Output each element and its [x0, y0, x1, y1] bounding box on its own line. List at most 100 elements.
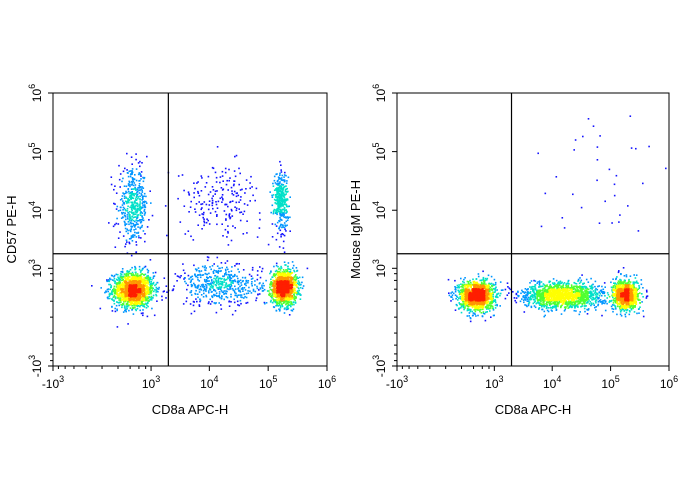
event-dot	[290, 272, 293, 275]
event-dot	[208, 284, 210, 286]
event-dot	[537, 152, 539, 155]
event-dot	[144, 212, 146, 215]
event-dot	[126, 306, 129, 308]
event-dot	[283, 174, 286, 176]
event-dot	[141, 162, 143, 164]
event-dot	[590, 297, 592, 300]
event-dot	[591, 286, 594, 289]
event-dot	[213, 280, 215, 283]
event-dot	[143, 266, 146, 269]
event-dot	[126, 304, 128, 307]
event-dot	[236, 300, 239, 303]
event-dot	[111, 275, 114, 277]
event-dot	[129, 303, 131, 306]
event-dot	[111, 290, 114, 293]
event-dot	[249, 200, 251, 202]
event-dot	[277, 292, 280, 295]
event-dot	[215, 271, 218, 273]
event-dot	[512, 291, 514, 293]
event-dot	[225, 218, 227, 220]
event-dot	[276, 221, 279, 224]
event-dot	[530, 288, 532, 290]
event-dot	[588, 296, 591, 299]
event-dot	[288, 205, 290, 208]
event-dot	[151, 289, 154, 291]
event-dot	[278, 268, 280, 270]
event-dot	[231, 287, 234, 290]
event-dot	[127, 273, 130, 276]
event-dot	[141, 300, 143, 303]
event-dot	[283, 226, 286, 229]
event-dot	[492, 300, 494, 303]
event-dot	[144, 265, 147, 268]
event-dot	[128, 201, 130, 204]
event-dot	[538, 280, 541, 282]
event-dot	[198, 270, 201, 273]
event-dot	[125, 239, 128, 242]
event-dot	[215, 203, 218, 206]
event-dot	[129, 272, 131, 275]
event-dot	[598, 222, 601, 224]
event-dot	[138, 172, 141, 174]
event-dot	[561, 281, 563, 284]
event-dot	[624, 309, 627, 311]
event-dot	[279, 214, 281, 216]
event-dot	[277, 287, 280, 290]
event-dot	[124, 274, 126, 276]
event-dot	[251, 269, 254, 271]
event-dot	[238, 271, 240, 273]
event-dot	[282, 300, 284, 303]
event-dot	[612, 310, 614, 313]
event-dot	[578, 313, 581, 316]
event-dot	[288, 301, 291, 304]
event-dot	[133, 278, 136, 280]
event-dot	[149, 190, 151, 192]
event-dot	[282, 201, 284, 204]
event-dot	[289, 268, 292, 271]
event-dot	[144, 240, 146, 243]
event-dot	[278, 296, 281, 299]
event-dot	[119, 231, 121, 233]
event-dot	[130, 277, 133, 280]
event-dot	[190, 235, 192, 238]
event-dot	[125, 294, 128, 296]
event-dot	[138, 236, 140, 239]
event-dot	[193, 196, 195, 199]
event-dot	[198, 280, 201, 282]
event-dot	[135, 284, 138, 287]
event-dot	[112, 289, 115, 291]
event-dot	[124, 281, 126, 284]
event-dot	[262, 287, 264, 290]
event-dot	[248, 273, 251, 276]
event-dot	[209, 212, 212, 214]
event-dot	[522, 299, 525, 301]
event-dot	[238, 263, 240, 265]
event-dot	[265, 279, 267, 282]
event-dot	[137, 231, 140, 234]
event-dot	[573, 305, 576, 307]
event-dot	[485, 279, 488, 281]
event-dot	[131, 307, 134, 309]
event-dot	[189, 206, 192, 208]
event-dot	[187, 191, 190, 193]
event-dot	[245, 280, 248, 283]
event-dot	[282, 208, 284, 211]
event-dot	[286, 274, 288, 276]
event-dot	[249, 290, 251, 292]
event-dot	[601, 301, 604, 303]
event-dot	[139, 165, 141, 168]
event-dot	[499, 294, 501, 297]
event-dot	[142, 290, 145, 292]
event-dot	[496, 289, 498, 291]
event-dot	[135, 168, 138, 170]
event-dot	[139, 226, 141, 229]
event-dot	[272, 279, 274, 282]
event-dot	[122, 209, 124, 211]
event-dot	[141, 212, 144, 214]
x-tick-label: 105	[259, 374, 277, 391]
event-dot	[221, 266, 223, 269]
event-dot	[136, 291, 139, 294]
event-dot	[248, 286, 250, 289]
event-dot	[113, 285, 116, 288]
